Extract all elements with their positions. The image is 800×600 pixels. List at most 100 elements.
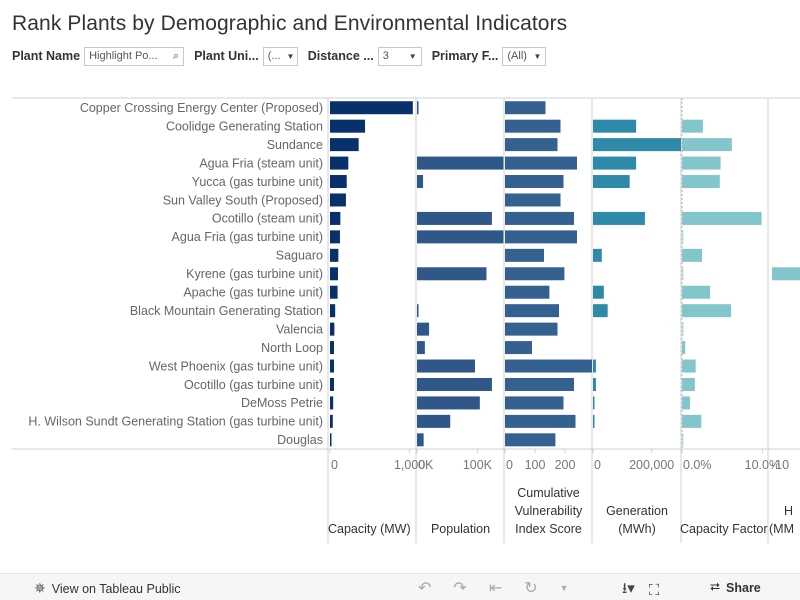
bar-capfactor-west-phoenix-gas-turbine-unit xyxy=(682,359,696,373)
bar-population-copper-crossing-energy-center-proposed xyxy=(417,101,419,115)
view-on-tableau-link[interactable]: ✵ View on Tableau Public xyxy=(34,580,181,597)
bar-generation-sundance xyxy=(593,138,681,152)
bar-capacity-ocotillo-gas-turbine-unit xyxy=(330,377,334,391)
bar-generation-yucca-gas-turbine-unit xyxy=(593,175,630,189)
redo-icon[interactable]: ↷ xyxy=(453,580,467,597)
undo-icon[interactable]: ↶ xyxy=(418,580,432,597)
fullscreen-icon[interactable]: ⛶ xyxy=(648,582,660,599)
panel-header-capacity-0: Capacity (MW) xyxy=(328,522,411,536)
bar-cvi-ocotillo-steam-unit xyxy=(505,211,574,225)
panel-header-cvi-0: Cumulative xyxy=(517,486,580,500)
tableau-logo-icon: ✵ xyxy=(34,580,46,596)
bar-cvi-north-loop xyxy=(505,341,532,355)
category-label-sundance: Sundance xyxy=(267,138,323,152)
bar-population-valencia xyxy=(417,322,430,336)
bar-population-douglas xyxy=(417,433,424,447)
tick-label-capfactor-1: 10.0% xyxy=(745,458,780,472)
category-label-agua-fria-steam-unit: Agua Fria (steam unit) xyxy=(199,156,323,170)
search-icon[interactable]: ⌕ xyxy=(172,49,180,62)
bar-capfactor-kyrene-gas-turbine-unit xyxy=(682,267,684,281)
bar-cvi-kyrene-gas-turbine-unit xyxy=(505,267,565,281)
bar-cvi-west-phoenix-gas-turbine-unit xyxy=(505,359,592,373)
bar-cvi-ocotillo-gas-turbine-unit xyxy=(505,377,574,391)
panel-header-cvi-1: Vulnerability xyxy=(515,504,583,518)
bar-population-north-loop xyxy=(417,341,425,355)
tick-label-partial: -10 xyxy=(771,458,789,472)
category-label-coolidge-generating-station: Coolidge Generating Station xyxy=(166,119,323,133)
category-label-ocotillo-gas-turbine-unit: Ocotillo (gas turbine unit) xyxy=(184,378,323,392)
download-icon[interactable]: ⭳▾ xyxy=(622,580,635,597)
primary-fuel-dropdown[interactable]: (All) ▼ xyxy=(502,46,547,66)
bar-cvi-sundance xyxy=(505,138,558,152)
bar-generation-ocotillo-steam-unit xyxy=(593,211,645,225)
panel-header-partial-1: (MM xyxy=(769,522,794,536)
chevron-down-icon: ▼ xyxy=(408,51,417,61)
filter-label-plant-unit: Plant Uni... xyxy=(194,49,259,63)
bar-cvi-agua-fria-gas-turbine-unit xyxy=(505,230,577,244)
bar-cvi-demoss-petrie xyxy=(505,396,564,410)
bar-generation-saguaro xyxy=(593,248,602,262)
bar-cvi-h-wilson-sundt-generating-station-gas-turbine-unit xyxy=(505,414,576,428)
bar-capfactor-h-wilson-sundt-generating-station-gas-turbine-unit xyxy=(682,414,702,428)
bar-capacity-saguaro xyxy=(330,248,339,262)
refresh-icon[interactable]: ↻ xyxy=(524,580,538,597)
category-label-demoss-petrie: DeMoss Petrie xyxy=(241,396,323,410)
bar-cvi-apache-gas-turbine-unit xyxy=(505,285,550,299)
bar-population-yucca-gas-turbine-unit xyxy=(417,175,424,189)
bar-cvi-coolidge-generating-station xyxy=(505,119,561,133)
tick-label-capacity-1: 1,000 xyxy=(394,458,425,472)
bar-capfactor-ocotillo-gas-turbine-unit xyxy=(682,377,695,391)
bar-generation-apache-gas-turbine-unit xyxy=(593,285,604,299)
tick-label-population-0: 0K xyxy=(418,458,434,472)
dashboard-title: Rank Plants by Demographic and Environme… xyxy=(12,12,568,35)
share-button[interactable]: ⮂ Share xyxy=(710,580,761,595)
tick-label-cvi-2: 200 xyxy=(555,458,576,472)
plant-ranking-chart: Copper Crossing Energy Center (Proposed)… xyxy=(12,97,800,543)
bar-population-ocotillo-gas-turbine-unit xyxy=(417,377,492,391)
bar-generation-west-phoenix-gas-turbine-unit xyxy=(593,359,596,373)
category-label-west-phoenix-gas-turbine-unit: West Phoenix (gas turbine unit) xyxy=(149,359,323,373)
pause-icon[interactable]: ▼ xyxy=(559,583,569,593)
panel-header-generation-1: (MWh) xyxy=(618,522,656,536)
bar-capacity-agua-fria-steam-unit xyxy=(330,156,349,170)
bar-cvi-saguaro xyxy=(505,248,544,262)
view-on-tableau-label: View on Tableau Public xyxy=(51,581,181,596)
bar-capfactor-ocotillo-steam-unit xyxy=(682,211,762,225)
distance-value: 3 xyxy=(382,50,389,62)
bar-capfactor-douglas xyxy=(682,433,684,447)
bar-generation-coolidge-generating-station xyxy=(593,119,637,133)
bar-capacity-coolidge-generating-station xyxy=(330,119,366,133)
category-label-north-loop: North Loop xyxy=(261,341,323,355)
chevron-down-icon: ▼ xyxy=(286,51,295,61)
bar-population-west-phoenix-gas-turbine-unit xyxy=(417,359,475,373)
tick-label-capfactor-0: 0.0% xyxy=(683,458,712,472)
bar-capacity-sun-valley-south-proposed xyxy=(330,193,346,207)
plant-name-search-input[interactable]: Highlight Po... ⌕ xyxy=(84,46,185,66)
share-label: Share xyxy=(726,580,761,595)
bar-capacity-west-phoenix-gas-turbine-unit xyxy=(330,359,334,373)
bar-capacity-black-mountain-generating-station xyxy=(330,304,336,318)
panel-header-generation-0: Generation xyxy=(606,504,668,518)
bar-cvi-agua-fria-steam-unit xyxy=(505,156,577,170)
bar-cvi-yucca-gas-turbine-unit xyxy=(505,175,564,189)
bar-population-agua-fria-gas-turbine-unit xyxy=(417,230,504,244)
revert-icon[interactable]: ⇤ xyxy=(488,580,503,597)
panel-header-partial-0: H xyxy=(784,504,793,518)
category-label-h-wilson-sundt-generating-station-gas-turbine-unit: H. Wilson Sundt Generating Station (gas … xyxy=(28,415,323,429)
bar-capfactor-yucca-gas-turbine-unit xyxy=(682,175,720,189)
category-label-apache-gas-turbine-unit: Apache (gas turbine unit) xyxy=(183,286,323,300)
tick-label-generation-1: 200,000 xyxy=(629,458,674,472)
category-label-kyrene-gas-turbine-unit: Kyrene (gas turbine unit) xyxy=(186,267,323,281)
bar-capfactor-black-mountain-generating-station xyxy=(682,304,732,318)
bar-cvi-valencia xyxy=(505,322,558,336)
category-label-copper-crossing-energy-center-proposed: Copper Crossing Energy Center (Proposed) xyxy=(80,101,323,115)
filter-label-plant-name: Plant Name xyxy=(12,49,81,63)
distance-dropdown[interactable]: 3 ▼ xyxy=(377,46,422,66)
bar-capacity-kyrene-gas-turbine-unit xyxy=(330,267,338,281)
bar-population-demoss-petrie xyxy=(417,396,480,410)
plant-unit-dropdown[interactable]: (... ▼ xyxy=(262,46,298,66)
tick-label-capacity-0: 0 xyxy=(331,458,338,472)
bar-capacity-h-wilson-sundt-generating-station-gas-turbine-unit xyxy=(330,414,333,428)
bar-capfactor-agua-fria-gas-turbine-unit xyxy=(682,230,684,244)
bar-capfactor-valencia xyxy=(682,322,684,336)
